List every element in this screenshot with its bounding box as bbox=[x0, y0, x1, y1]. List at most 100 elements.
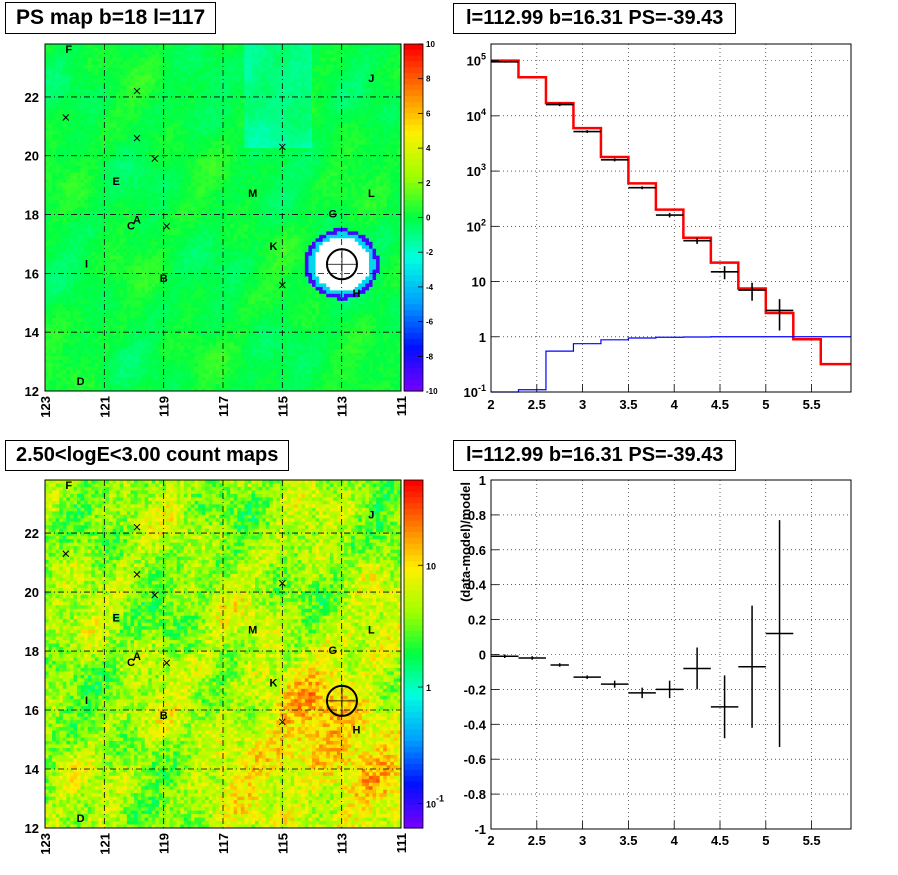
map-pixel bbox=[73, 110, 77, 114]
map-pixel bbox=[56, 172, 60, 176]
map-pixel bbox=[45, 113, 49, 117]
map-pixel bbox=[365, 131, 369, 135]
map-pixel bbox=[365, 86, 369, 90]
map-pixel bbox=[355, 197, 359, 201]
map-pixel bbox=[116, 190, 120, 194]
map-pixel bbox=[187, 190, 191, 194]
map-pixel bbox=[333, 72, 337, 76]
map-pixel bbox=[177, 159, 181, 163]
map-pixel bbox=[394, 58, 398, 62]
map-pixel bbox=[255, 103, 259, 107]
map-pixel bbox=[88, 106, 92, 110]
map-pixel bbox=[248, 113, 252, 117]
map-pixel bbox=[298, 103, 302, 107]
map-pixel bbox=[287, 58, 291, 62]
map-pixel bbox=[159, 110, 163, 114]
map-pixel bbox=[45, 179, 49, 183]
map-pixel bbox=[127, 68, 131, 72]
map-pixel bbox=[120, 145, 124, 149]
map-pixel bbox=[45, 141, 49, 145]
map-pixel bbox=[209, 117, 213, 121]
map-pixel bbox=[344, 172, 348, 176]
map-pixel bbox=[45, 65, 49, 69]
map-pixel bbox=[365, 176, 369, 180]
map-pixel bbox=[198, 65, 202, 69]
map-pixel bbox=[98, 179, 102, 183]
map-pixel bbox=[184, 172, 188, 176]
map-pixel bbox=[134, 68, 138, 72]
map-pixel bbox=[376, 61, 380, 65]
map-pixel bbox=[234, 86, 238, 90]
map-pixel bbox=[45, 103, 49, 107]
map-pixel bbox=[344, 179, 348, 183]
map-pixel bbox=[184, 165, 188, 169]
map-pixel bbox=[323, 211, 327, 215]
map-pixel bbox=[123, 193, 127, 197]
map-pixel bbox=[205, 169, 209, 173]
map-pixel bbox=[170, 110, 174, 114]
map-pixel bbox=[187, 141, 191, 145]
map-pixel bbox=[116, 75, 120, 79]
map-pixel bbox=[91, 190, 95, 194]
map-pixel bbox=[284, 200, 288, 204]
map-pixel bbox=[187, 148, 191, 152]
map-pixel bbox=[145, 68, 149, 72]
map-pixel bbox=[319, 58, 323, 62]
map-pixel bbox=[383, 179, 387, 183]
map-pixel bbox=[216, 131, 220, 135]
map-pixel bbox=[173, 127, 177, 131]
map-pixel bbox=[305, 159, 309, 163]
map-pixel bbox=[333, 82, 337, 86]
map-pixel bbox=[195, 47, 199, 51]
map-pixel bbox=[116, 106, 120, 110]
map-pixel bbox=[227, 134, 231, 138]
map-pixel bbox=[166, 103, 170, 107]
map-pixel bbox=[70, 165, 74, 169]
map-pixel bbox=[241, 204, 245, 208]
map-pixel bbox=[45, 134, 49, 138]
map-pixel bbox=[63, 204, 67, 208]
map-pixel bbox=[77, 120, 81, 124]
map-pixel bbox=[152, 148, 156, 152]
map-pixel bbox=[227, 86, 231, 90]
map-pixel bbox=[56, 179, 60, 183]
map-pixel bbox=[362, 207, 366, 211]
map-pixel bbox=[340, 61, 344, 65]
map-pixel bbox=[387, 100, 391, 104]
map-pixel bbox=[227, 58, 231, 62]
map-pixel bbox=[312, 120, 316, 124]
map-pixel bbox=[216, 193, 220, 197]
map-pixel bbox=[255, 110, 259, 114]
map-pixel bbox=[387, 169, 391, 173]
map-pixel bbox=[348, 89, 352, 93]
map-pixel bbox=[184, 131, 188, 135]
map-pixel bbox=[134, 179, 138, 183]
map-pixel bbox=[49, 179, 53, 183]
map-pixel bbox=[362, 89, 366, 93]
map-pixel bbox=[166, 110, 170, 114]
map-pixel bbox=[88, 51, 92, 55]
map-pixel bbox=[365, 120, 369, 124]
map-pixel bbox=[202, 61, 206, 65]
map-pixel bbox=[301, 44, 305, 48]
map-pixel bbox=[394, 134, 398, 138]
map-pixel bbox=[380, 51, 384, 55]
map-pixel bbox=[166, 68, 170, 72]
map-pixel bbox=[209, 183, 213, 187]
map-pixel bbox=[52, 110, 56, 114]
map-pixel bbox=[387, 54, 391, 58]
map-pixel bbox=[106, 179, 110, 183]
map-pixel bbox=[152, 86, 156, 90]
map-pixel bbox=[316, 93, 320, 97]
map-pixel bbox=[98, 141, 102, 145]
map-pixel bbox=[173, 103, 177, 107]
map-pixel bbox=[127, 152, 131, 156]
map-pixel bbox=[390, 82, 394, 86]
map-pixel bbox=[88, 131, 92, 135]
map-pixel bbox=[91, 100, 95, 104]
map-pixel bbox=[212, 159, 216, 163]
map-pixel bbox=[248, 82, 252, 86]
map-pixel bbox=[73, 54, 77, 58]
map-pixel bbox=[109, 200, 113, 204]
map-pixel bbox=[269, 100, 273, 104]
